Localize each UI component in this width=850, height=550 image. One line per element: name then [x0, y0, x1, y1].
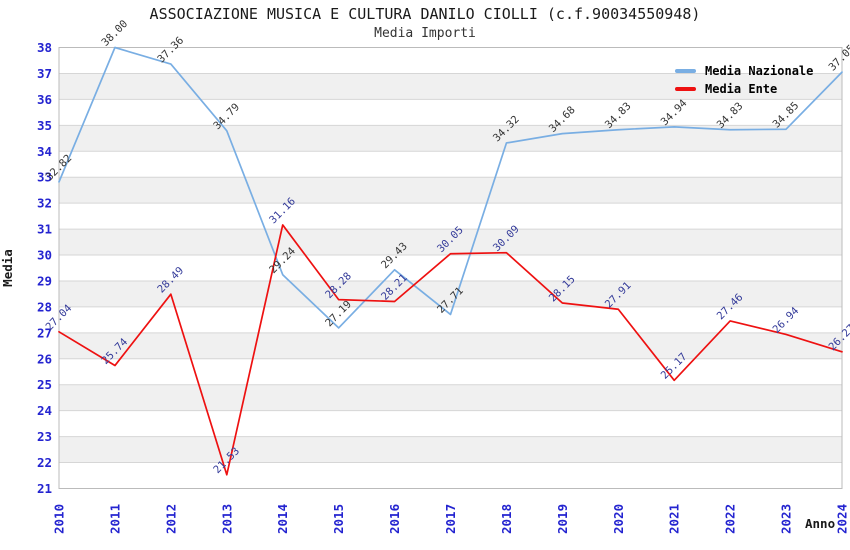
x-tick-label: 2017	[443, 504, 458, 534]
y-tick-label: 23	[37, 429, 52, 444]
series-line-media-ente	[58, 224, 843, 476]
legend-item-media-nazionale: Media Nazionale	[675, 62, 813, 80]
grid-band	[59, 177, 842, 204]
y-tick-label: 26	[37, 351, 52, 366]
x-tick-label: 2012	[163, 504, 178, 534]
x-tick-label: 2023	[779, 504, 794, 534]
x-tick-label: 2022	[723, 504, 738, 534]
legend: Media Nazionale Media Ente	[675, 62, 813, 98]
legend-swatch-red-line-icon	[675, 87, 696, 91]
x-tick-label: 2014	[275, 504, 290, 534]
data-point-label: 37.36	[155, 35, 186, 66]
y-tick-label: 36	[37, 92, 52, 107]
legend-item-media-ente: Media Ente	[675, 80, 813, 98]
x-tick-label: 2020	[611, 504, 626, 534]
y-tick-label: 32	[37, 196, 52, 211]
x-tick-label: 2013	[219, 504, 234, 534]
x-tick-label: 2015	[331, 504, 346, 534]
plot-border	[58, 47, 843, 489]
data-point-label: 26.94	[771, 305, 802, 336]
y-tick-label: 31	[37, 222, 52, 237]
y-tick-label: 30	[37, 248, 52, 263]
x-tick-label: 2010	[52, 504, 67, 534]
grid-band	[59, 436, 842, 463]
y-tick-label: 28	[37, 299, 52, 314]
y-tick-label: 35	[37, 118, 52, 133]
legend-swatch-blue-line-icon	[675, 69, 696, 73]
chart-subtitle: Media Importi	[374, 26, 476, 41]
data-point-label: 34.94	[659, 97, 690, 128]
y-tick-label: 37	[37, 66, 52, 81]
data-point-label: 38.00	[99, 18, 130, 49]
y-tick-label: 25	[37, 377, 52, 392]
grid-band	[59, 280, 842, 307]
legend-label-media-nazionale: Media Nazionale	[705, 64, 814, 78]
x-tick-label: 2016	[387, 504, 402, 534]
y-tick-label: 34	[37, 144, 52, 159]
x-axis-title: Anno	[805, 516, 836, 531]
grid-band	[59, 125, 842, 152]
chart-title: ASSOCIAZIONE MUSICA E CULTURA DANILO CIO…	[149, 5, 701, 23]
grid-band	[59, 229, 842, 256]
x-tick-label: 2019	[555, 504, 570, 534]
y-tick-label: 27	[37, 325, 52, 340]
x-tick-label: 2024	[835, 504, 850, 534]
x-tick-label: 2011	[107, 504, 122, 534]
y-tick-label: 33	[37, 170, 52, 185]
y-tick-label: 24	[37, 403, 52, 418]
y-tick-label: 38	[37, 40, 52, 55]
x-tick-label: 2018	[499, 504, 514, 534]
y-axis-title: Media	[0, 249, 15, 287]
x-tick-label: 2021	[667, 504, 682, 534]
y-tick-label: 22	[37, 455, 52, 470]
y-tick-label: 21	[37, 481, 52, 496]
legend-label-media-ente: Media Ente	[705, 82, 778, 96]
y-tick-label: 29	[37, 273, 52, 288]
series-line-media-nazionale	[58, 46, 843, 329]
grid-band	[59, 332, 842, 359]
grid-band	[59, 384, 842, 411]
